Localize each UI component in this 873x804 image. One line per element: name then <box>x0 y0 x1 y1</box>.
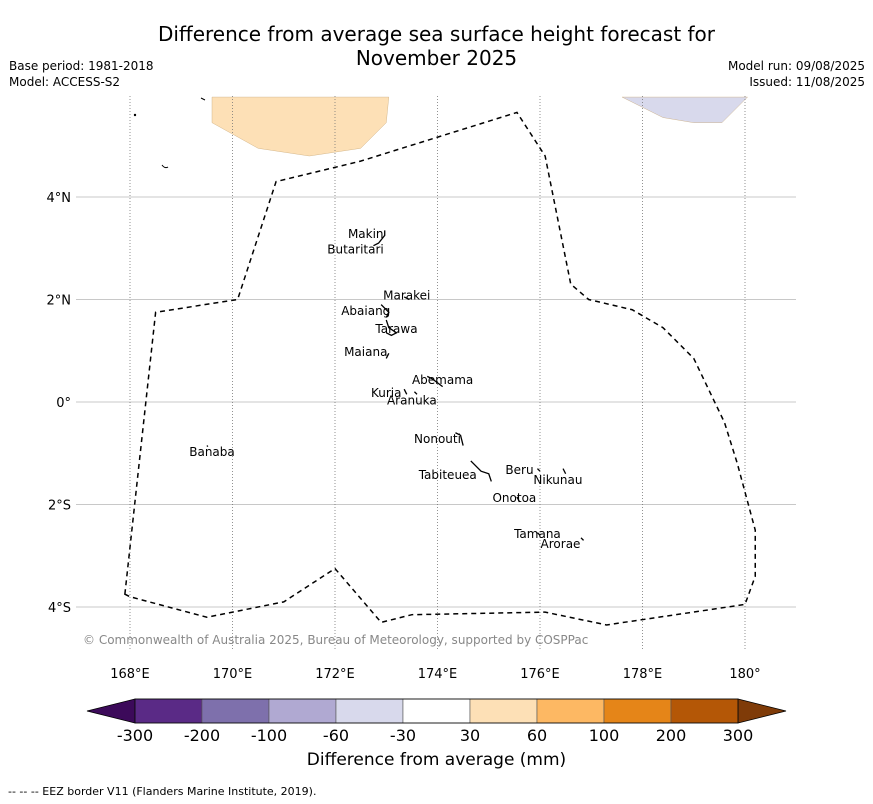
model-name: Model: ACCESS-S2 <box>9 75 121 89</box>
copyright-notice: © Commonwealth of Australia 2025, Bureau… <box>83 633 588 647</box>
colorbar-segment-3 <box>335 698 404 724</box>
colorbar-segment-4 <box>402 698 471 724</box>
atoll-0 <box>373 230 386 247</box>
place-label-maiana: Maiana <box>344 345 387 359</box>
atoll-15 <box>206 445 209 448</box>
lat-tick-label-3: 2°S <box>48 499 71 514</box>
lat-tick-label-0: 4°N <box>47 191 72 206</box>
colorbar-tick-5: 30 <box>460 726 480 745</box>
atoll-3 <box>385 319 398 337</box>
place-label-abemama: Abemama <box>412 373 473 387</box>
atoll-2 <box>380 304 390 318</box>
place-label-nonouti: Nonouti <box>414 432 461 446</box>
place-label-butaritari: Butaritari <box>327 242 384 256</box>
colorbar-label: Difference from average (mm) <box>306 750 567 770</box>
eez-footnote: -- -- -- EEZ border V11 (Flanders Marine… <box>8 785 317 798</box>
colorbar-segment-8 <box>670 698 739 724</box>
lat-tick-label-1: 2°N <box>47 294 72 309</box>
place-label-banaba: Banaba <box>189 445 235 459</box>
atoll-4 <box>385 353 390 359</box>
issued-date: Issued: 11/08/2025 <box>749 75 865 89</box>
colorbar-tick-7: 100 <box>589 726 620 745</box>
colorbar-tick-2: -100 <box>251 726 287 745</box>
place-label-abaiang: Abaiang <box>341 304 390 318</box>
place-label-makin: Makin <box>348 227 384 241</box>
lon-tick-label-2: 172°E <box>315 667 355 682</box>
island-dot-nw <box>133 113 137 117</box>
place-label-onotoa: Onotoa <box>492 491 536 505</box>
map-title: Difference from average sea surface heig… <box>0 22 873 70</box>
colorbar-tick-9: 300 <box>723 726 754 745</box>
atoll-12 <box>516 496 521 503</box>
meta-left: Base period: 1981-2018 Model: ACCESS-S2 <box>9 58 154 90</box>
colorbar-segment-7 <box>603 698 672 724</box>
colorbar-over-arrow <box>737 698 787 724</box>
colorbar-tick-0: -300 <box>117 726 153 745</box>
atoll-10 <box>536 468 541 472</box>
atoll-6 <box>403 388 408 395</box>
lon-tick-label-6: 180° <box>729 667 760 682</box>
place-label-tarawa: Tarawa <box>374 322 417 336</box>
atoll-14 <box>580 537 585 541</box>
anomaly-patch-0 <box>211 96 390 157</box>
place-label-kuria: Kuria <box>371 386 402 400</box>
place-label-arorae: Arorae <box>541 537 581 551</box>
atoll-7 <box>413 391 418 395</box>
colorbar-under-arrow <box>86 698 136 724</box>
atoll-1 <box>403 296 410 301</box>
atoll-11 <box>562 468 567 475</box>
island-nw-2 <box>161 164 169 169</box>
place-label-tamana: Tamana <box>513 527 561 541</box>
anomaly-patch-1 <box>621 96 749 123</box>
eez-border <box>124 111 756 626</box>
colorbar-tick-4: -30 <box>390 726 416 745</box>
meta-right: Model run: 09/08/2025 Issued: 11/08/2025 <box>728 58 865 90</box>
title-line-1: Difference from average sea surface heig… <box>157 22 716 46</box>
title-line-2: November 2025 <box>355 46 518 70</box>
colorbar-segment-2 <box>268 698 337 724</box>
lat-tick-label-2: 0° <box>56 396 71 411</box>
base-period: Base period: 1981-2018 <box>9 59 154 73</box>
atoll-5 <box>426 375 444 388</box>
colorbar-tick-1: -200 <box>184 726 220 745</box>
atoll-9 <box>470 460 492 482</box>
atoll-13 <box>536 532 541 536</box>
colorbar-segment-6 <box>536 698 605 724</box>
colorbar-tick-3: -60 <box>323 726 349 745</box>
lon-tick-label-3: 174°E <box>418 667 458 682</box>
lon-tick-label-4: 176°E <box>520 667 560 682</box>
lon-tick-label-1: 170°E <box>213 667 253 682</box>
lat-tick-label-4: 4°S <box>48 601 71 616</box>
place-label-beru: Beru <box>505 463 533 477</box>
colorbar-tick-6: 60 <box>527 726 547 745</box>
model-run: Model run: 09/08/2025 <box>727 59 865 73</box>
island-nw-3 <box>200 97 206 101</box>
atoll-8 <box>455 432 464 446</box>
colorbar-tick-8: 200 <box>656 726 687 745</box>
colorbar-segment-5 <box>469 698 538 724</box>
colorbar-segment-1 <box>201 698 270 724</box>
lon-tick-label-0: 168°E <box>110 667 150 682</box>
place-label-marakei: Marakei <box>383 289 430 303</box>
colorbar-segment-0 <box>134 698 203 724</box>
colorbar-frame <box>134 698 739 724</box>
place-label-nikunau: Nikunau <box>533 473 582 487</box>
place-label-aranuka: Aranuka <box>387 394 437 408</box>
place-label-tabiteuea: Tabiteuea <box>418 468 477 482</box>
lon-tick-label-5: 178°E <box>623 667 663 682</box>
